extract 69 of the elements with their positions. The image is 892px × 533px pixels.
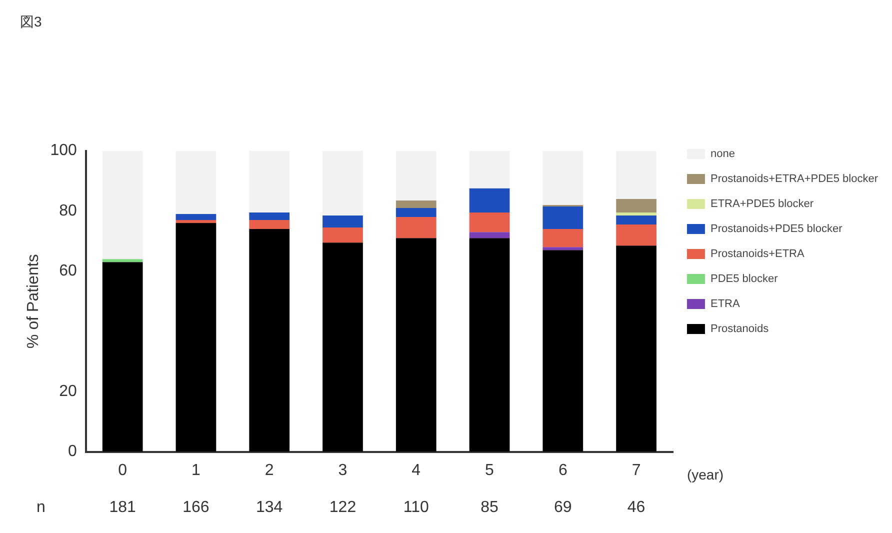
bar <box>616 212 656 216</box>
text: n <box>36 499 46 516</box>
bar <box>176 150 216 214</box>
text: 69 <box>554 499 572 516</box>
legend-label: none <box>710 148 735 160</box>
bar <box>102 259 143 262</box>
bar <box>249 212 290 220</box>
text: 85 <box>480 499 499 516</box>
legend-label: Prostanoids+ETRA <box>710 248 805 260</box>
x-tick-label: 2 <box>264 462 274 479</box>
bar <box>396 208 436 218</box>
bar <box>249 150 290 213</box>
legend-label: Prostanoids+PDE5 blocker <box>710 223 843 236</box>
y-tick-label: 0 <box>68 443 77 460</box>
bar <box>469 232 510 238</box>
bar <box>542 250 584 452</box>
bar <box>176 223 216 452</box>
legend-label: PDE5 blocker <box>710 273 778 286</box>
y-axis-title: % of Patients <box>25 254 42 348</box>
bar <box>469 150 510 188</box>
x-axis-title: (year) <box>686 466 724 483</box>
bar <box>616 246 656 452</box>
bar <box>616 150 656 199</box>
y-tick-label: 100 <box>50 142 77 160</box>
bar <box>469 212 510 232</box>
x-tick-label: 4 <box>412 462 421 479</box>
bar <box>542 247 584 250</box>
x-tick-label: 7 <box>632 462 641 479</box>
bar <box>322 228 363 243</box>
x-tick-label: 0 <box>118 462 128 479</box>
bar <box>249 220 290 230</box>
bar <box>396 217 436 238</box>
y-tick-label: 20 <box>59 383 77 400</box>
bar <box>102 150 143 260</box>
legend-label: Prostanoids+ETRA+PDE5 blocker <box>710 173 878 186</box>
x-tick-label: 3 <box>338 462 348 479</box>
bar <box>249 229 290 452</box>
bar <box>322 150 363 216</box>
text: 46 <box>627 499 646 516</box>
bar <box>469 188 510 213</box>
bar <box>542 229 584 248</box>
bar <box>176 220 216 224</box>
legend-label: ETRA <box>710 298 740 310</box>
y-tick-label: 80 <box>59 202 77 220</box>
bar <box>616 198 656 213</box>
chart-title: 図3 <box>20 13 42 30</box>
x-tick-label: 6 <box>558 462 568 479</box>
bar <box>396 238 436 452</box>
text: 110 <box>403 499 429 516</box>
bar <box>396 200 436 208</box>
bar <box>542 150 584 205</box>
bar <box>469 238 510 452</box>
bar <box>542 206 584 230</box>
bar <box>396 150 436 200</box>
bar <box>322 216 363 228</box>
bar <box>176 214 216 220</box>
text: 122 <box>329 499 356 516</box>
y-tick-label: 60 <box>59 262 77 280</box>
bar <box>616 224 656 246</box>
bar <box>616 216 656 225</box>
bar <box>102 262 143 452</box>
bar <box>322 242 363 452</box>
legend-label: ETRA+PDE5 blocker <box>710 198 814 210</box>
x-tick-label: 1 <box>192 462 201 479</box>
text: 181 <box>109 499 136 516</box>
text: 166 <box>182 499 210 516</box>
text: 134 <box>256 499 283 516</box>
legend-label: Prostanoids <box>710 323 770 336</box>
x-tick-label: 5 <box>485 462 494 479</box>
